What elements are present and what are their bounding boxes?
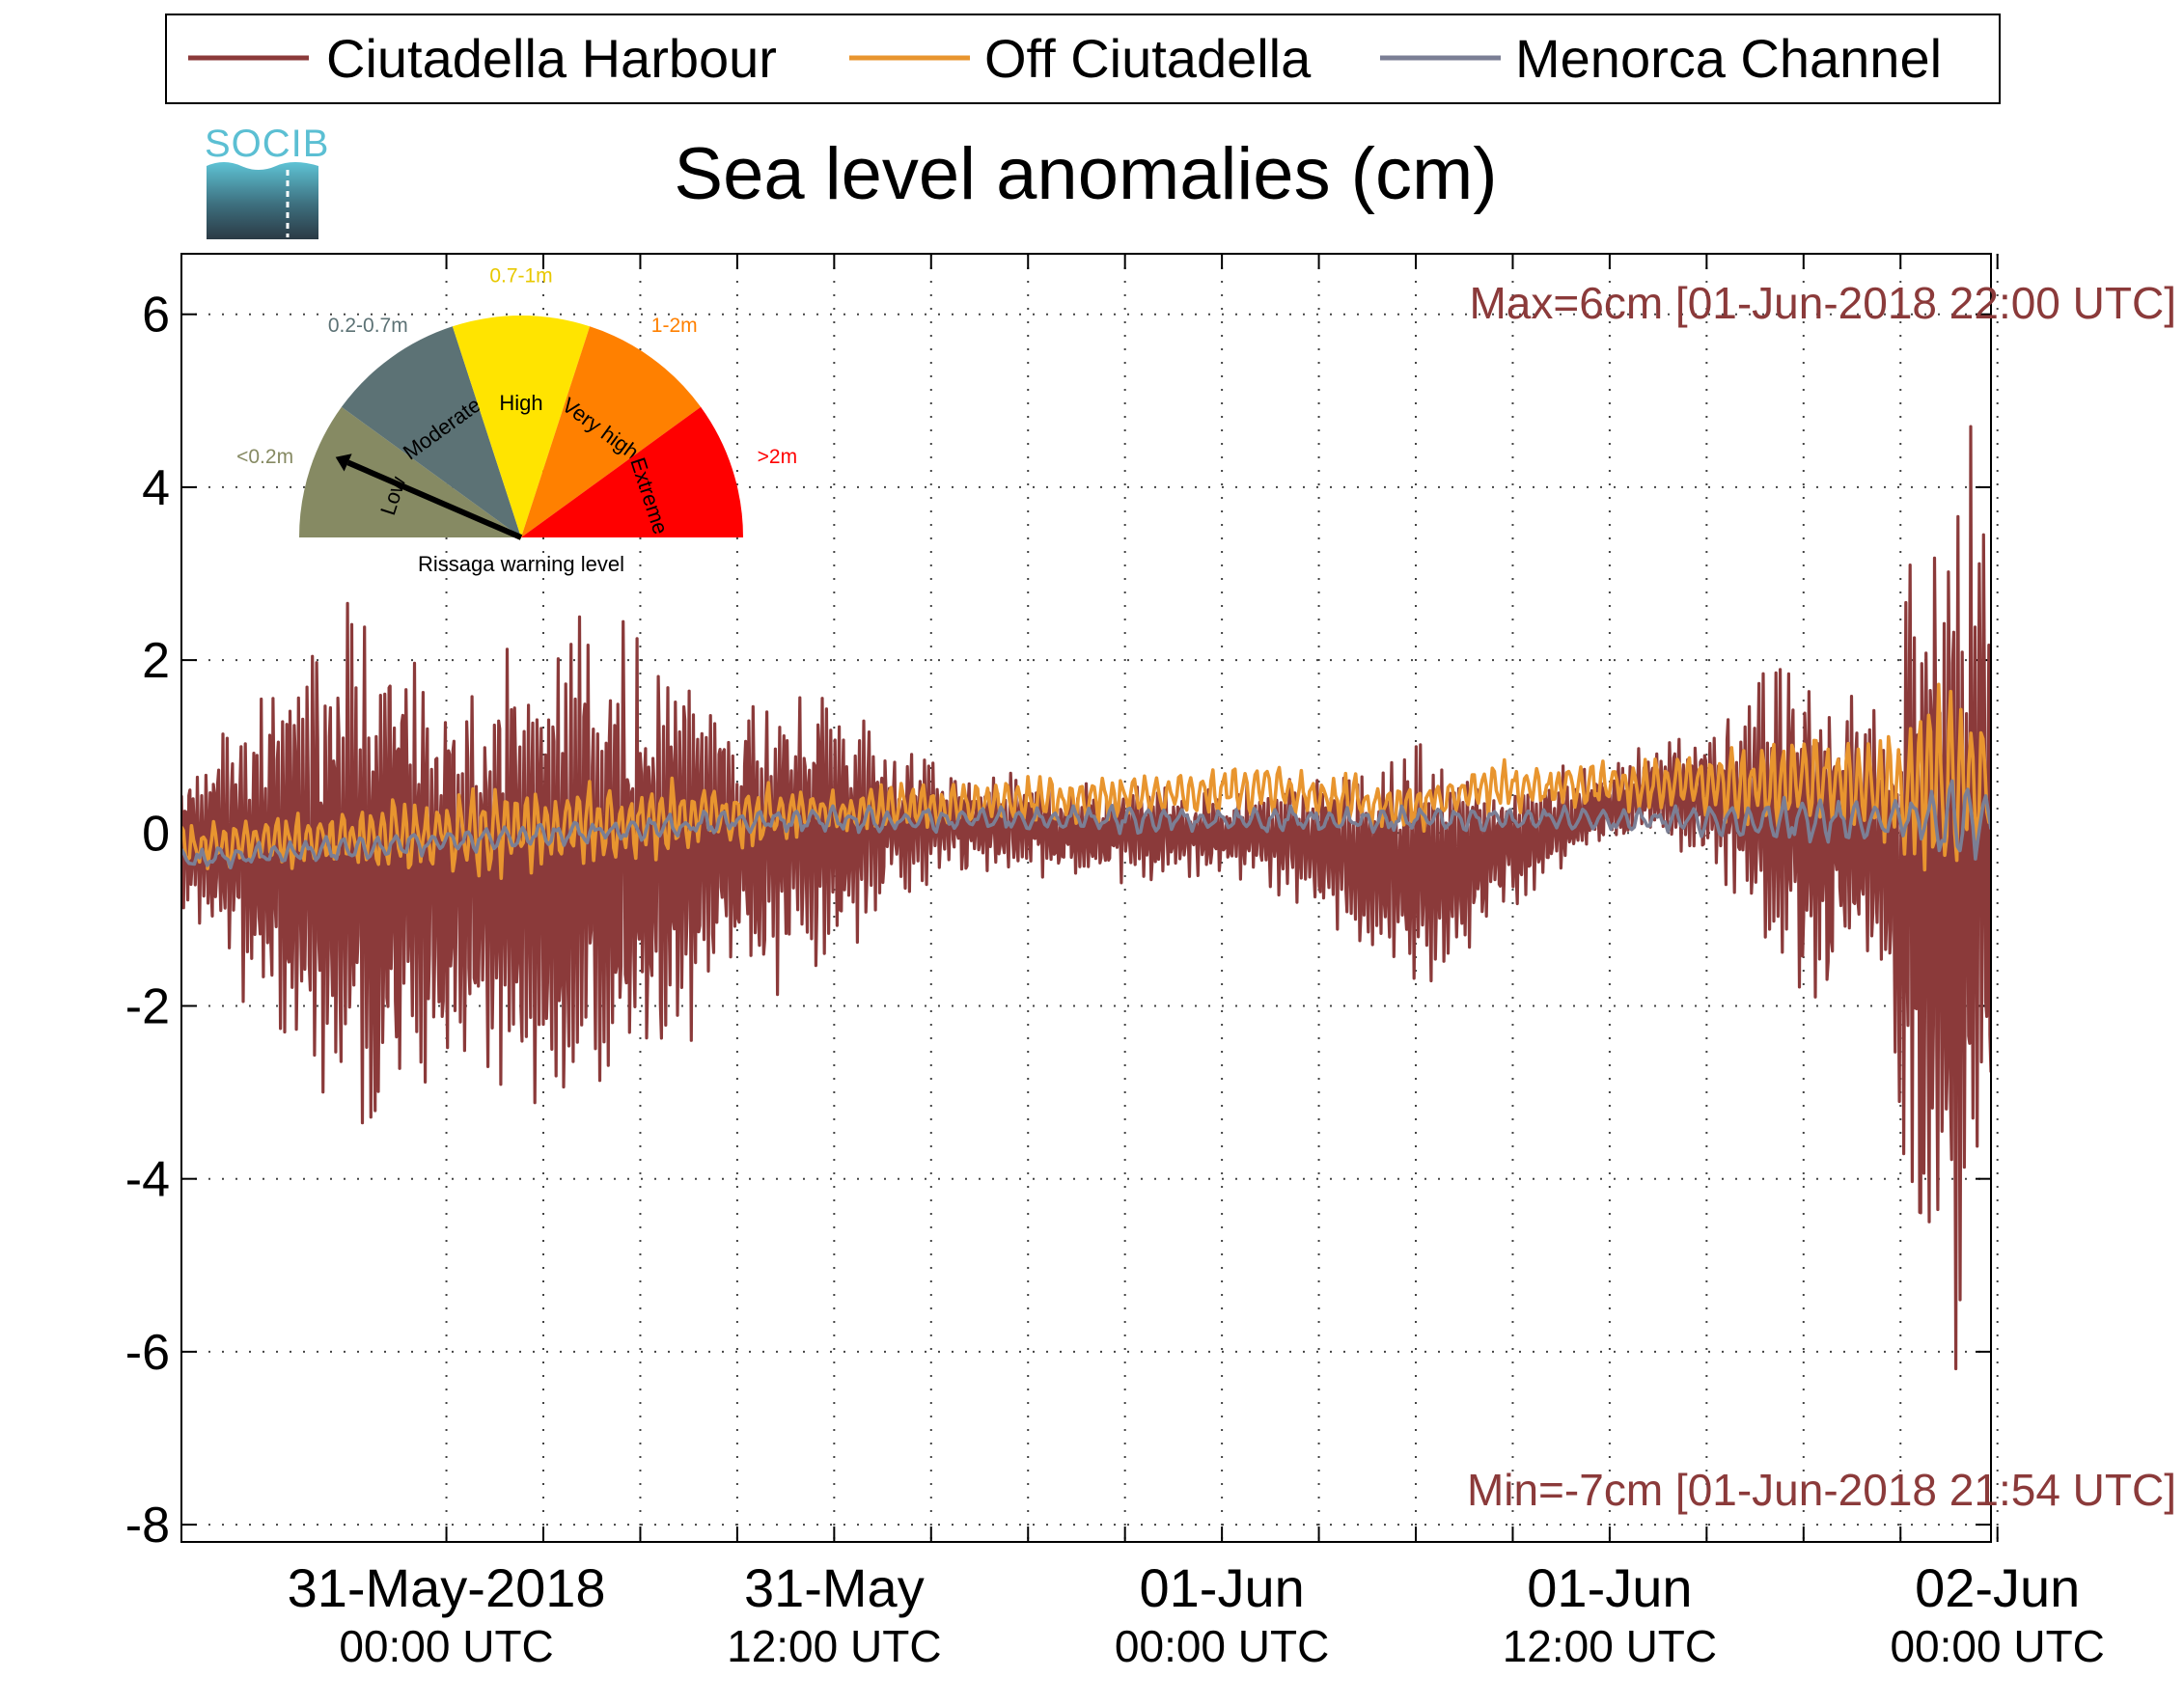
legend: Ciutadella Harbour Off Ciutadella Menorc… (165, 14, 2001, 104)
x-tick-label-date: 01-Jun (1527, 1557, 1692, 1618)
y-tick-label: -8 (125, 1498, 170, 1554)
legend-label-ciutadella-harbour: Ciutadella Harbour (326, 28, 777, 89)
gauge-range-label-very-high: 1-2m (651, 315, 698, 337)
max-annotation: Max=6cm [01-Jun-2018 22:00 UTC] (1469, 278, 2176, 328)
x-tick-label-time: 00:00 UTC (339, 1621, 553, 1671)
y-axis-labels: -8 -6 -4 -2 0 2 4 6 (125, 288, 170, 1554)
y-tick-label: 6 (142, 288, 170, 344)
x-tick-label-date: 31-May-2018 (288, 1557, 606, 1618)
min-annotation: Min=-7cm [01-Jun-2018 21:54 UTC] (1467, 1465, 2176, 1515)
x-tick-label-time: 12:00 UTC (727, 1621, 941, 1671)
rissaga-warning-gauge: Rissaga warning level Low<0.2m Moderate0.… (236, 265, 797, 576)
legend-box (165, 14, 2001, 104)
y-tick-label: 0 (142, 806, 170, 862)
x-tick-label-date: 31-May (744, 1557, 925, 1618)
gauge-segment-moderate (341, 326, 521, 537)
chart-title: Sea level anomalies (cm) (674, 133, 1497, 215)
gauge-range-label-moderate: 0.2-0.7m (328, 315, 408, 337)
y-tick-label: 4 (142, 460, 170, 516)
gauge-segment-low (299, 406, 521, 537)
series-line-ciutadella-harbour (182, 425, 1990, 1371)
y-tick-label: -4 (125, 1152, 170, 1208)
x-tick-label-time: 12:00 UTC (1503, 1621, 1717, 1671)
series-group (182, 425, 1990, 1371)
socib-logo: SOCIB (205, 123, 329, 239)
legend-label-off-ciutadella: Off Ciutadella (984, 28, 1312, 89)
y-tick-label: -6 (125, 1325, 170, 1381)
gauge-title: Rissaga warning level (418, 552, 624, 576)
gauge-segment-extreme (521, 406, 744, 537)
gauge-segment-label-high: High (499, 391, 542, 415)
series-line-menorca-channel (182, 779, 1990, 870)
y-tick-label: -2 (125, 978, 170, 1034)
y-tick-label: 2 (142, 633, 170, 689)
gauge-range-label-low: <0.2m (236, 446, 293, 468)
x-tick-label-time: 00:00 UTC (1115, 1621, 1329, 1671)
legend-label-menorca-channel: Menorca Channel (1515, 28, 1942, 89)
gauge-segment-very-high (521, 326, 702, 537)
gauge-segment-high (452, 316, 591, 537)
socib-logo-text: SOCIB (205, 123, 329, 165)
x-tick-label-date: 02-Jun (1915, 1557, 2080, 1618)
x-tick-label-time: 00:00 UTC (1890, 1621, 2104, 1671)
gauge-needle (346, 459, 523, 540)
socib-logo-wave (207, 162, 318, 239)
x-tick-label-date: 01-Jun (1140, 1557, 1305, 1618)
gauge-needle-head (335, 454, 352, 472)
gauge-range-label-high: 0.7-1m (489, 265, 552, 288)
gauge-range-label-extreme: >2m (758, 446, 797, 468)
